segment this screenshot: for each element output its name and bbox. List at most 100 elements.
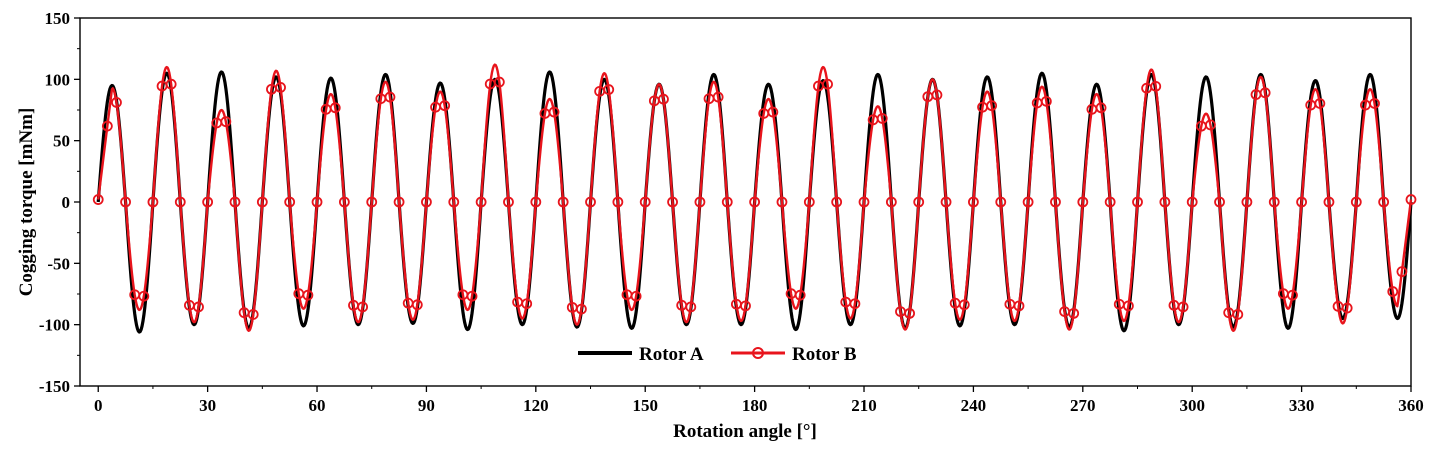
y-tick-label: -50 bbox=[47, 254, 70, 273]
x-axis-title: Rotation angle [°] bbox=[673, 421, 817, 442]
series-marker-rotor-b bbox=[803, 196, 815, 208]
series-marker-rotor-b bbox=[958, 299, 970, 311]
series-marker-rotor-b bbox=[612, 196, 624, 208]
series-marker-rotor-b bbox=[858, 196, 870, 208]
series-marker-rotor-b bbox=[603, 84, 615, 95]
series-marker-rotor-b bbox=[658, 93, 669, 105]
series-marker-rotor-b bbox=[794, 289, 806, 301]
series-marker-rotor-b bbox=[275, 82, 286, 93]
series-marker-rotor-b bbox=[147, 196, 159, 208]
series-marker-rotor-b bbox=[1186, 196, 1198, 208]
y-tick-label: -100 bbox=[39, 316, 70, 335]
series-marker-rotor-b bbox=[721, 196, 733, 208]
series-marker-rotor-b bbox=[576, 303, 587, 315]
series-marker-rotor-b bbox=[1314, 98, 1326, 109]
series-marker-rotor-b bbox=[302, 289, 314, 301]
series-marker-rotor-b bbox=[1268, 196, 1280, 208]
series-marker-rotor-b bbox=[311, 196, 323, 208]
series-marker-rotor-b bbox=[448, 196, 460, 208]
series-marker-rotor-b bbox=[138, 290, 150, 302]
x-tick-label: 120 bbox=[523, 396, 549, 415]
series-marker-rotor-b bbox=[1259, 87, 1271, 99]
plot-area: 0 30 60 90 120 150 180 210 240 270 300 330 360 -150-… bbox=[39, 9, 1424, 415]
series-marker-rotor-b bbox=[849, 298, 861, 310]
series-marker-rotor-b bbox=[831, 196, 843, 208]
series-marker-rotor-b bbox=[193, 301, 204, 313]
series-marker-rotor-b bbox=[694, 196, 706, 208]
series-marker-rotor-b bbox=[338, 196, 350, 208]
y-tick-label: -150 bbox=[39, 377, 70, 396]
series-marker-rotor-b bbox=[1040, 95, 1052, 107]
x-tick-label: 60 bbox=[309, 396, 326, 415]
series-marker-rotor-b bbox=[421, 196, 432, 208]
series-marker-rotor-b bbox=[712, 91, 724, 103]
series-marker-rotor-b bbox=[202, 196, 214, 208]
series-marker-rotor-b bbox=[1077, 196, 1089, 208]
series-marker-rotor-b bbox=[92, 194, 104, 205]
series-marker-rotor-b bbox=[767, 106, 779, 118]
series-marker-rotor-b bbox=[913, 196, 925, 208]
x-tick-label: 0 bbox=[94, 396, 103, 415]
legend-marker-rotor-b bbox=[752, 347, 764, 359]
series-marker-rotor-b bbox=[1341, 302, 1353, 314]
series-marker-rotor-b bbox=[521, 298, 533, 310]
series-marker-rotor-b bbox=[685, 301, 697, 313]
series-marker-rotor-b bbox=[247, 309, 259, 320]
series-marker-rotor-b bbox=[1369, 98, 1380, 109]
series-marker-rotor-b bbox=[1396, 266, 1408, 278]
y-tick-label: 0 bbox=[62, 193, 71, 212]
series-layer bbox=[92, 63, 1417, 334]
series-marker-rotor-b bbox=[1177, 301, 1189, 313]
series-marker-rotor-b bbox=[639, 196, 651, 208]
series-marker-rotor-b bbox=[1095, 102, 1107, 114]
series-marker-rotor-b bbox=[548, 106, 560, 118]
series-marker-rotor-b bbox=[995, 196, 1007, 208]
series-marker-rotor-b bbox=[1287, 289, 1298, 301]
series-marker-rotor-b bbox=[968, 196, 979, 208]
series-line-rotor-b bbox=[97, 63, 1413, 332]
series-marker-rotor-b bbox=[740, 300, 751, 312]
series-marker-rotor-b bbox=[357, 301, 369, 313]
series-marker-rotor-b bbox=[585, 196, 596, 208]
series-marker-rotor-b bbox=[1150, 80, 1162, 92]
series-marker-rotor-b bbox=[1378, 196, 1390, 208]
series-marker-rotor-b bbox=[1132, 196, 1143, 208]
series-marker-rotor-b bbox=[1241, 196, 1253, 208]
series-marker-rotor-b bbox=[229, 196, 241, 208]
series-marker-rotor-b bbox=[904, 307, 915, 319]
series-marker-rotor-b bbox=[256, 196, 268, 208]
series-marker-rotor-b bbox=[174, 196, 186, 208]
x-tick-label: 330 bbox=[1289, 396, 1315, 415]
series-marker-rotor-b bbox=[667, 196, 678, 208]
series-marker-rotor-b bbox=[439, 100, 451, 112]
y-tick-label: 150 bbox=[45, 9, 71, 28]
y-tick-label: 100 bbox=[45, 70, 71, 89]
series-marker-rotor-b bbox=[466, 290, 478, 302]
series-marker-rotor-b bbox=[1405, 194, 1417, 205]
y-axis: -150 -100 -50 0 50 100 150 bbox=[39, 9, 80, 396]
series-marker-rotor-b bbox=[986, 100, 998, 112]
x-tick-label: 360 bbox=[1398, 396, 1424, 415]
series-marker-rotor-b bbox=[630, 290, 642, 302]
series-marker-rotor-b bbox=[384, 91, 396, 103]
series-marker-rotor-b bbox=[1387, 286, 1399, 297]
series-marker-rotor-b bbox=[822, 78, 833, 90]
series-marker-rotor-b bbox=[1068, 307, 1080, 319]
series-marker-rotor-b bbox=[1214, 196, 1225, 208]
series-marker-rotor-b bbox=[220, 116, 232, 128]
legend-label-rotor-a: Rotor A bbox=[639, 344, 704, 365]
series-marker-rotor-b bbox=[557, 196, 569, 208]
series-marker-rotor-b bbox=[931, 89, 943, 101]
series-marker-rotor-b bbox=[776, 196, 788, 208]
series-marker-rotor-b bbox=[1323, 196, 1335, 208]
y-tick-label: 50 bbox=[53, 132, 70, 151]
series-marker-rotor-b bbox=[1350, 196, 1362, 208]
legend: Rotor A Rotor B bbox=[578, 344, 857, 365]
plot-frame bbox=[79, 17, 1412, 387]
y-axis-title: Cogging torque [mNm] bbox=[16, 108, 37, 297]
series-marker-rotor-b bbox=[284, 196, 296, 208]
x-tick-label: 300 bbox=[1179, 396, 1205, 415]
x-axis: 0 30 60 90 120 150 180 210 240 270 300 330 360 bbox=[94, 386, 1424, 415]
series-marker-rotor-b bbox=[1205, 119, 1216, 131]
